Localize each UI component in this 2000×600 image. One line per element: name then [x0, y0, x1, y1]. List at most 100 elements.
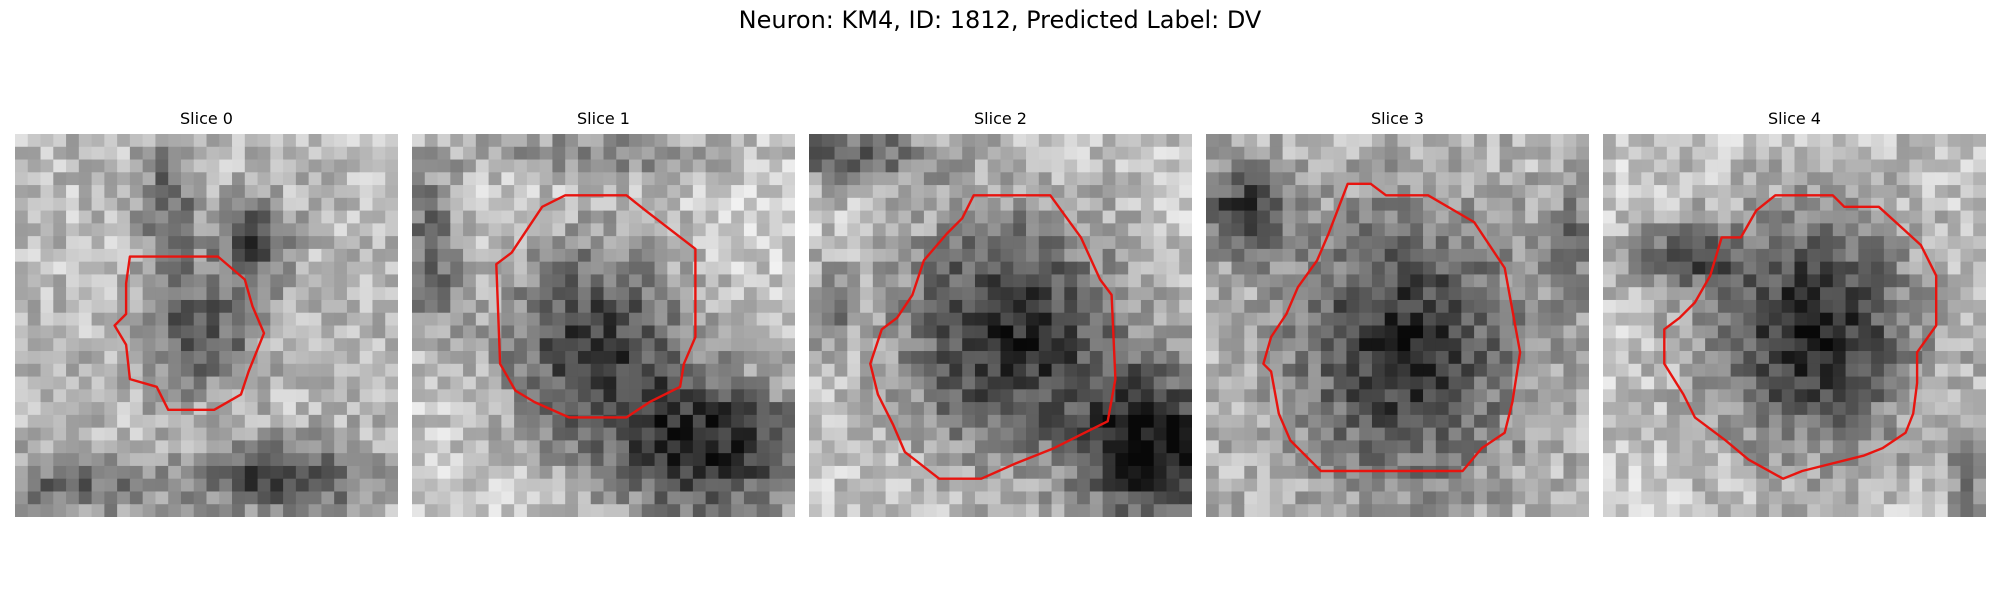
pixel — [91, 146, 105, 161]
pixel — [501, 427, 515, 441]
pixel — [809, 274, 823, 288]
pixel — [1832, 159, 1847, 173]
pixel — [359, 338, 374, 352]
pixel — [1550, 274, 1565, 288]
pixel — [962, 134, 976, 148]
pixel — [1730, 351, 1745, 365]
pixel — [1089, 159, 1104, 173]
pixel — [501, 414, 515, 429]
pixel — [1486, 210, 1501, 224]
pixel — [193, 453, 208, 467]
pixel — [1038, 197, 1053, 212]
pixel — [1038, 465, 1053, 480]
pixel — [616, 325, 630, 339]
pixel — [974, 223, 989, 237]
pixel — [1410, 478, 1424, 493]
pixel — [117, 478, 131, 493]
pixel — [1346, 363, 1360, 378]
pixel — [1730, 299, 1745, 314]
pixel — [1679, 491, 1693, 505]
pixel — [1705, 440, 1719, 454]
pixel — [1576, 159, 1589, 173]
pixel — [577, 389, 592, 403]
pixel — [526, 134, 541, 148]
pixel — [488, 389, 502, 403]
pixel — [206, 427, 220, 441]
pixel — [295, 261, 310, 276]
pixel — [1768, 402, 1783, 416]
pixel — [1883, 134, 1898, 148]
pixel — [1410, 172, 1424, 186]
pixel — [718, 427, 732, 441]
pixel — [1654, 248, 1668, 263]
pixel — [1603, 453, 1617, 467]
pixel — [244, 159, 259, 173]
pixel — [437, 351, 451, 365]
pixel — [1537, 236, 1552, 250]
pixel — [692, 197, 707, 212]
pixel — [1000, 299, 1014, 314]
pixel — [91, 389, 105, 403]
pixel — [821, 236, 836, 250]
pixel — [1269, 453, 1284, 467]
pixel — [501, 325, 515, 339]
pixel — [501, 440, 515, 454]
pixel — [1934, 376, 1949, 390]
pixel — [1295, 402, 1309, 416]
pixel — [1743, 478, 1757, 493]
slice-panel-4: Slice 4 — [1603, 107, 1986, 517]
pixel — [718, 261, 732, 276]
pixel — [654, 338, 668, 352]
pixel — [1308, 363, 1322, 378]
pixel — [1934, 363, 1949, 378]
pixel — [1269, 172, 1284, 186]
pixel — [1947, 210, 1962, 224]
pixel — [1346, 414, 1360, 429]
pixel — [1423, 427, 1437, 441]
pixel — [1743, 197, 1757, 212]
pixel — [987, 261, 1002, 276]
pixel — [654, 299, 668, 314]
pixel — [834, 287, 848, 301]
pixel — [1973, 261, 1986, 276]
pixel — [1026, 338, 1040, 352]
pixel — [847, 363, 861, 378]
pixel — [1871, 159, 1885, 173]
pixel — [1654, 414, 1668, 429]
pixel — [1537, 325, 1552, 339]
pixel — [1282, 491, 1296, 505]
pixel — [1026, 172, 1040, 186]
pixel — [385, 414, 398, 429]
pixel — [974, 299, 989, 314]
pixel — [475, 197, 490, 212]
pixel — [705, 210, 719, 224]
pixel — [923, 248, 938, 263]
pixel — [424, 287, 439, 301]
pixel — [1692, 185, 1706, 199]
pixel — [1384, 197, 1399, 212]
pixel — [1333, 287, 1348, 301]
pixel — [1206, 504, 1220, 517]
pixel — [40, 440, 54, 454]
pixel — [1269, 159, 1284, 173]
pixel — [219, 223, 233, 237]
pixel — [1922, 453, 1936, 467]
pixel — [104, 172, 118, 186]
pixel — [1692, 389, 1706, 403]
pixel — [1858, 159, 1872, 173]
pixel — [1820, 261, 1834, 276]
pixel — [1858, 478, 1872, 493]
pixel — [514, 440, 528, 454]
pixel — [629, 185, 643, 199]
pixel — [1679, 223, 1693, 237]
pixel — [1934, 325, 1949, 339]
pixel — [1333, 236, 1348, 250]
pixel — [898, 414, 912, 429]
pixel — [1140, 440, 1155, 454]
pixel — [1089, 325, 1104, 339]
pixel — [463, 478, 477, 493]
pixel — [1282, 261, 1296, 276]
pixel — [1537, 414, 1552, 429]
pixel — [756, 402, 771, 416]
pixel — [949, 172, 963, 186]
